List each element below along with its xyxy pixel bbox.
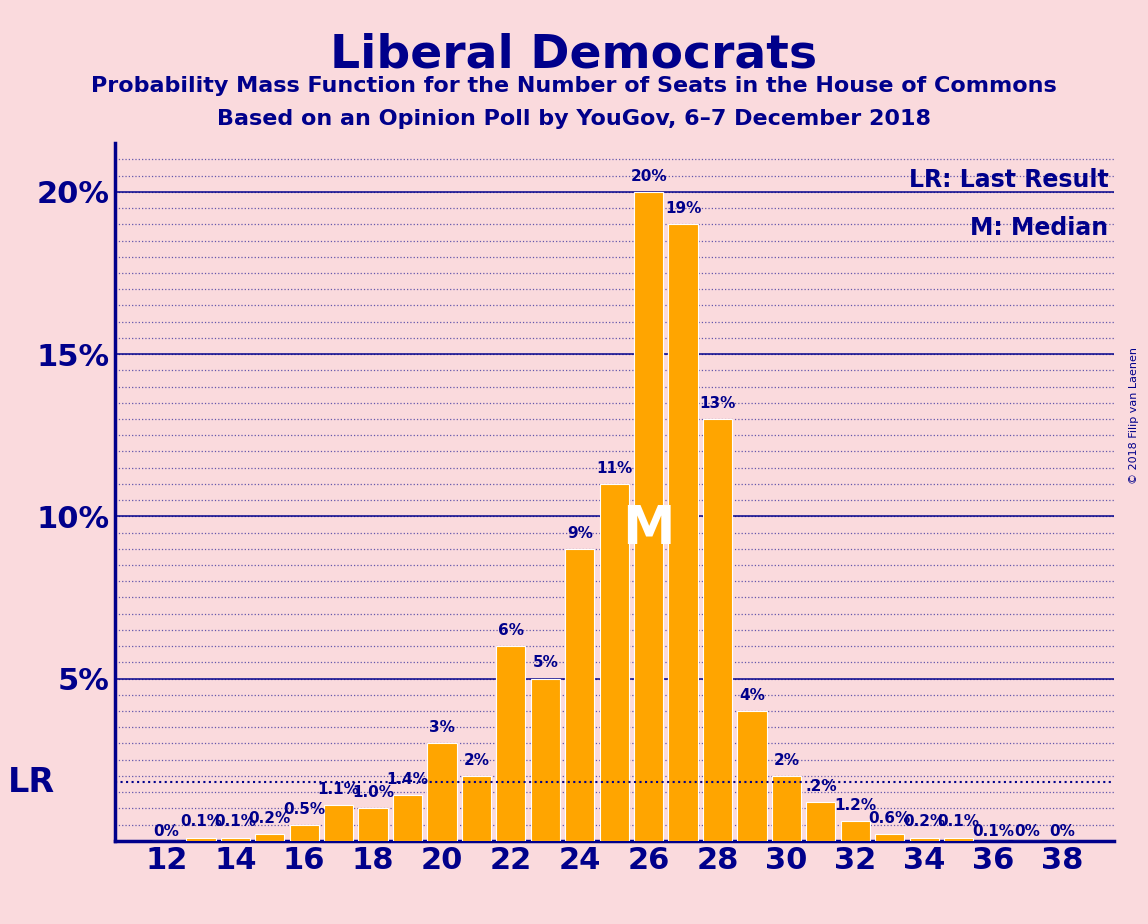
Text: LR: LR <box>8 766 55 799</box>
Text: 19%: 19% <box>665 201 701 216</box>
Text: 2%: 2% <box>464 753 489 768</box>
Text: 1.0%: 1.0% <box>352 785 394 800</box>
Text: LR: Last Result: LR: Last Result <box>909 167 1109 191</box>
Text: 13%: 13% <box>699 395 736 411</box>
Bar <box>186 837 216 841</box>
Text: 4%: 4% <box>739 688 765 703</box>
Text: 0.1%: 0.1% <box>180 814 222 830</box>
Bar <box>875 834 905 841</box>
Text: 9%: 9% <box>567 526 592 541</box>
Text: Based on an Opinion Poll by YouGov, 6–7 December 2018: Based on an Opinion Poll by YouGov, 6–7 … <box>217 109 931 129</box>
Text: 0%: 0% <box>1015 824 1040 839</box>
Text: 6%: 6% <box>498 623 523 638</box>
Bar <box>668 225 698 841</box>
Bar <box>530 678 560 841</box>
Bar <box>737 711 767 841</box>
Text: 0.6%: 0.6% <box>869 811 910 826</box>
Text: 0.1%: 0.1% <box>215 814 256 830</box>
Text: 0.1%: 0.1% <box>938 814 979 830</box>
Bar <box>599 484 629 841</box>
Bar <box>771 776 801 841</box>
Bar <box>944 837 974 841</box>
Bar <box>565 549 595 841</box>
Text: 0.5%: 0.5% <box>284 801 325 817</box>
Text: Probability Mass Function for the Number of Seats in the House of Commons: Probability Mass Function for the Number… <box>91 76 1057 96</box>
Text: 2%: 2% <box>774 753 799 768</box>
Text: 20%: 20% <box>630 169 667 184</box>
Text: 1.1%: 1.1% <box>318 782 359 797</box>
Text: 11%: 11% <box>596 461 633 476</box>
Bar <box>840 821 870 841</box>
Bar <box>703 419 732 841</box>
Bar <box>496 646 526 841</box>
Bar <box>461 776 491 841</box>
Bar <box>634 192 664 841</box>
Bar <box>427 744 457 841</box>
Text: M: M <box>622 504 675 555</box>
Text: © 2018 Filip van Laenen: © 2018 Filip van Laenen <box>1130 347 1139 484</box>
Bar <box>806 802 836 841</box>
Text: Liberal Democrats: Liberal Democrats <box>331 32 817 78</box>
Text: 0.2%: 0.2% <box>249 811 290 826</box>
Bar <box>393 796 422 841</box>
Bar <box>909 837 939 841</box>
Text: M: Median: M: Median <box>970 216 1109 240</box>
Bar <box>358 808 388 841</box>
Text: 0%: 0% <box>154 824 179 839</box>
Text: 0.1%: 0.1% <box>972 824 1014 839</box>
Bar <box>324 805 354 841</box>
Text: 0.2%: 0.2% <box>903 814 945 830</box>
Text: 3%: 3% <box>429 721 455 736</box>
Text: .2%: .2% <box>805 779 837 794</box>
Text: 1.2%: 1.2% <box>835 798 876 813</box>
Bar <box>255 834 285 841</box>
Text: 5%: 5% <box>533 655 558 671</box>
Bar <box>220 837 250 841</box>
Text: 1.4%: 1.4% <box>387 772 428 787</box>
Text: 0%: 0% <box>1049 824 1075 839</box>
Bar <box>289 824 319 841</box>
